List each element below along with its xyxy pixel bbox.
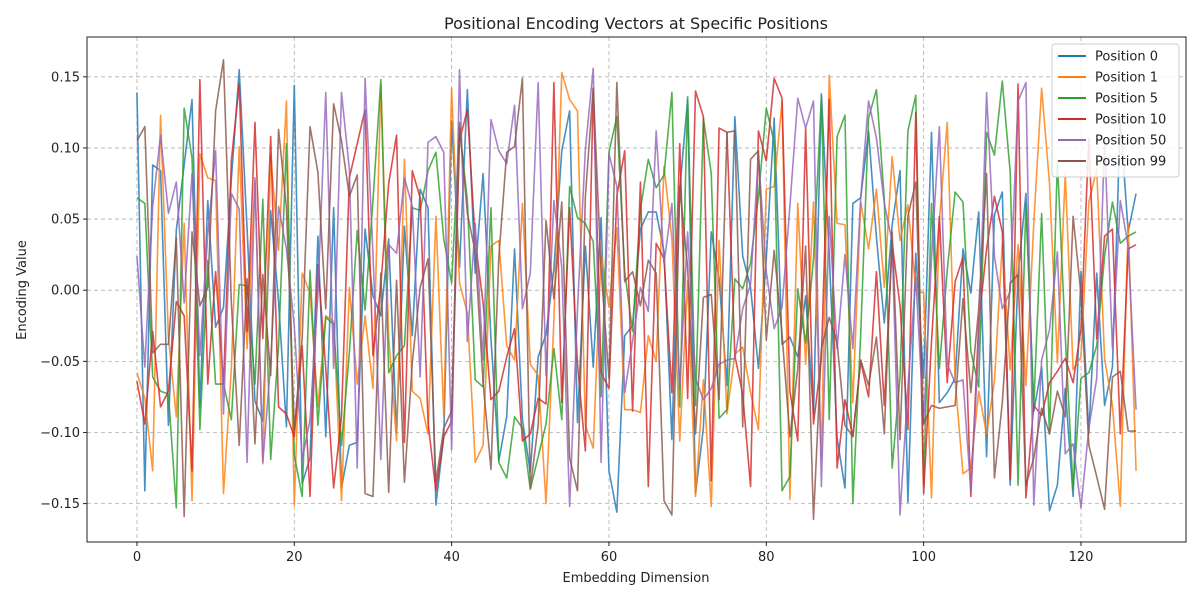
- x-tick-label: 100: [911, 550, 936, 565]
- legend-label-position-0: Position 0: [1095, 50, 1158, 65]
- x-tick-label: 120: [1069, 550, 1094, 565]
- y-tick-label: −0.05: [40, 355, 80, 370]
- y-tick-label: 0.05: [51, 213, 80, 228]
- x-tick-label: 40: [443, 550, 460, 565]
- series-line-position-10: [136, 77, 1137, 499]
- series-line-position-5: [136, 78, 1137, 509]
- legend-label-position-5: Position 5: [1095, 92, 1158, 107]
- series-line-position-50: [136, 67, 1137, 516]
- x-tick-label: 20: [286, 550, 303, 565]
- legend-label-position-50: Position 50: [1095, 134, 1166, 149]
- plot-area-frame: [86, 36, 1187, 543]
- series-line-position-99: [136, 58, 1137, 521]
- y-tick-label: −0.10: [40, 426, 80, 441]
- legend: Position 0 Position 1 Position 5 Position 1…: [1051, 43, 1180, 178]
- y-axis: −0.15 −0.10 −0.05 0.00 0.05 0.10 0.15: [40, 70, 87, 512]
- chart-title: Positional Encoding Vectors at Specific …: [444, 14, 828, 33]
- x-axis-label: Embedding Dimension: [563, 571, 710, 586]
- x-tick-label: 60: [601, 550, 618, 565]
- y-axis-label: Encoding Value: [15, 240, 30, 340]
- x-tick-label: 0: [133, 550, 141, 565]
- legend-label-position-99: Position 99: [1095, 155, 1166, 170]
- x-tick-label: 80: [758, 550, 775, 565]
- series-layer: [136, 58, 1137, 521]
- y-tick-label: 0.15: [51, 70, 80, 85]
- legend-label-position-1: Position 1: [1095, 71, 1158, 86]
- y-tick-label: 0.10: [51, 141, 80, 156]
- legend-label-position-10: Position 10: [1095, 113, 1166, 128]
- y-tick-label: −0.15: [40, 497, 80, 512]
- x-axis: 0 20 40 60 80 100 120: [133, 542, 1094, 565]
- y-tick-label: 0.00: [51, 284, 80, 299]
